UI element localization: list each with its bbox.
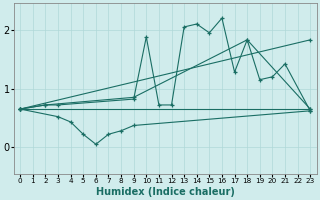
X-axis label: Humidex (Indice chaleur): Humidex (Indice chaleur) [96, 187, 235, 197]
